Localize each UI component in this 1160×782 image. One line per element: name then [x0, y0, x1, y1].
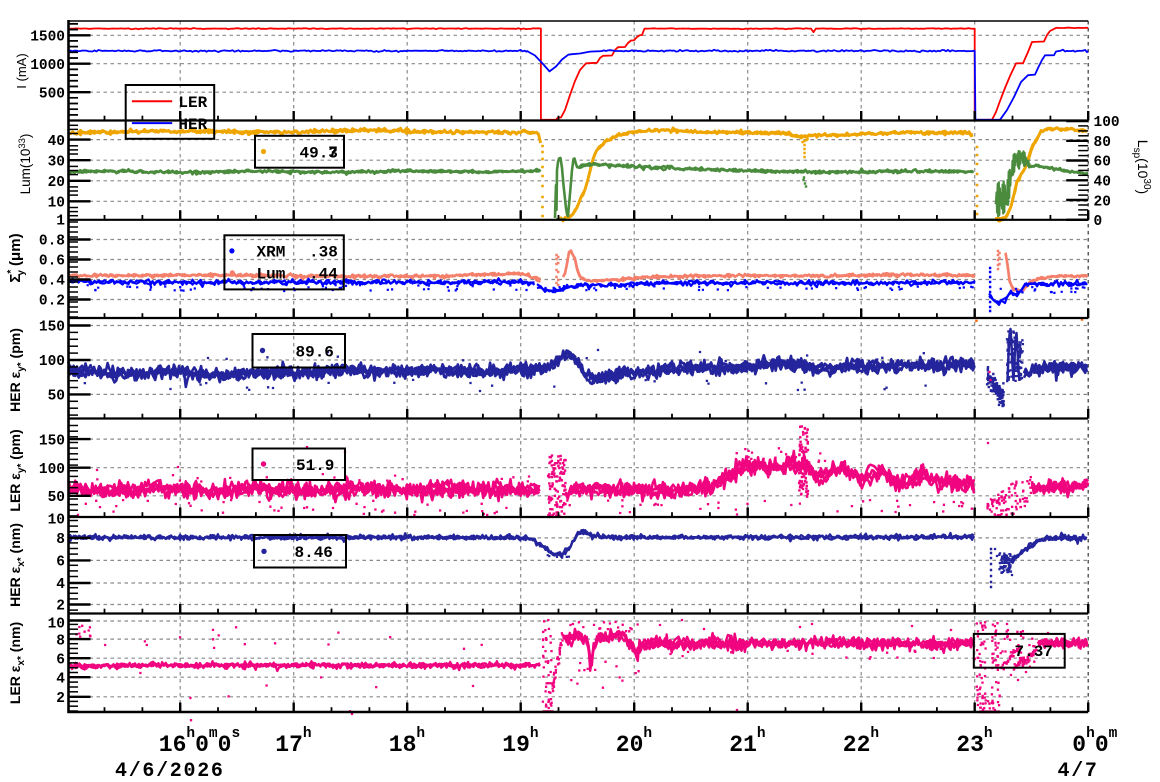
- svg-text:50: 50: [48, 490, 65, 506]
- svg-text:6: 6: [56, 652, 65, 668]
- svg-text:100: 100: [39, 462, 65, 478]
- svg-text:60: 60: [1094, 155, 1111, 171]
- svg-text:0: 0: [1094, 214, 1103, 230]
- svg-text:19h​: 19h​: [502, 726, 538, 758]
- svg-text:.44: .44: [309, 266, 338, 284]
- svg-text:HER: HER: [178, 116, 207, 134]
- svg-text:Lum(1033): Lum(1033): [17, 134, 33, 195]
- svg-text:2: 2: [56, 599, 65, 615]
- svg-text:30: 30: [48, 154, 65, 170]
- svg-text:1500: 1500: [30, 30, 65, 46]
- svg-text:XRM: XRM: [257, 244, 286, 262]
- svg-text:Lsp(1030): Lsp(1030): [1131, 140, 1152, 194]
- svg-text:40: 40: [48, 134, 65, 150]
- svg-text:1: 1: [56, 214, 65, 230]
- svg-text:50: 50: [48, 389, 65, 405]
- svg-text:16h​0m​0s​: 16h​0m​0s​: [159, 726, 240, 758]
- svg-text:150: 150: [39, 320, 65, 336]
- svg-text:2: 2: [56, 691, 65, 707]
- svg-text:500: 500: [39, 86, 65, 102]
- svg-text:0h​0m​: 0h​0m​: [1072, 726, 1117, 758]
- svg-text:100: 100: [1094, 115, 1120, 131]
- svg-text:18h​: 18h​: [389, 726, 425, 758]
- svg-text:20: 20: [48, 175, 65, 191]
- svg-text:17h​: 17h​: [275, 726, 311, 758]
- svg-text:49.3: 49.3: [300, 144, 338, 162]
- svg-text:0.8: 0.8: [39, 234, 65, 250]
- svg-text:4: 4: [56, 577, 65, 593]
- svg-text:10: 10: [48, 617, 65, 633]
- svg-text:10: 10: [48, 196, 65, 212]
- svg-text:20h​: 20h​: [616, 726, 652, 758]
- svg-text:21h​: 21h​: [729, 726, 765, 758]
- svg-text:22h​: 22h​: [843, 726, 879, 758]
- svg-text:0.6: 0.6: [39, 254, 65, 270]
- svg-text:23h​: 23h​: [956, 726, 992, 758]
- svg-text:4/6/2026: 4/6/2026: [115, 760, 225, 782]
- svg-text:7: 7: [328, 144, 338, 162]
- svg-text:.38: .38: [309, 244, 338, 262]
- svg-text:8: 8: [56, 532, 65, 548]
- svg-text:I (mA): I (mA): [14, 53, 29, 88]
- svg-text:4: 4: [56, 671, 65, 687]
- svg-text:8.46: 8.46: [295, 544, 333, 562]
- svg-text:89.6: 89.6: [296, 343, 334, 361]
- svg-text:HER εx* (nm): HER εx* (nm): [7, 523, 27, 607]
- svg-text:LER: LER: [178, 94, 207, 112]
- svg-text:4/7: 4/7: [1058, 760, 1099, 782]
- svg-text:8: 8: [56, 633, 65, 649]
- svg-text:0.2: 0.2: [39, 294, 65, 310]
- svg-text:HER εy* (pm): HER εy* (pm): [7, 328, 27, 412]
- svg-text:40: 40: [1094, 175, 1111, 191]
- svg-text:10: 10: [48, 513, 65, 529]
- svg-text:6: 6: [56, 555, 65, 571]
- svg-text:0.4: 0.4: [39, 274, 65, 290]
- svg-text:51.9: 51.9: [296, 457, 334, 475]
- svg-text:LER εy* (pm): LER εy* (pm): [7, 429, 27, 511]
- svg-text:20: 20: [1094, 194, 1111, 210]
- svg-text:Lum: Lum: [257, 266, 286, 284]
- svg-text:7.37: 7.37: [1015, 643, 1053, 661]
- svg-text:100: 100: [39, 354, 65, 370]
- svg-text:150: 150: [39, 433, 65, 449]
- svg-text:1000: 1000: [30, 58, 65, 74]
- svg-text:LER εx* (nm): LER εx* (nm): [7, 622, 27, 704]
- svg-text:80: 80: [1094, 135, 1111, 151]
- svg-text:Σ*y (μm): Σ*y (μm): [6, 233, 27, 282]
